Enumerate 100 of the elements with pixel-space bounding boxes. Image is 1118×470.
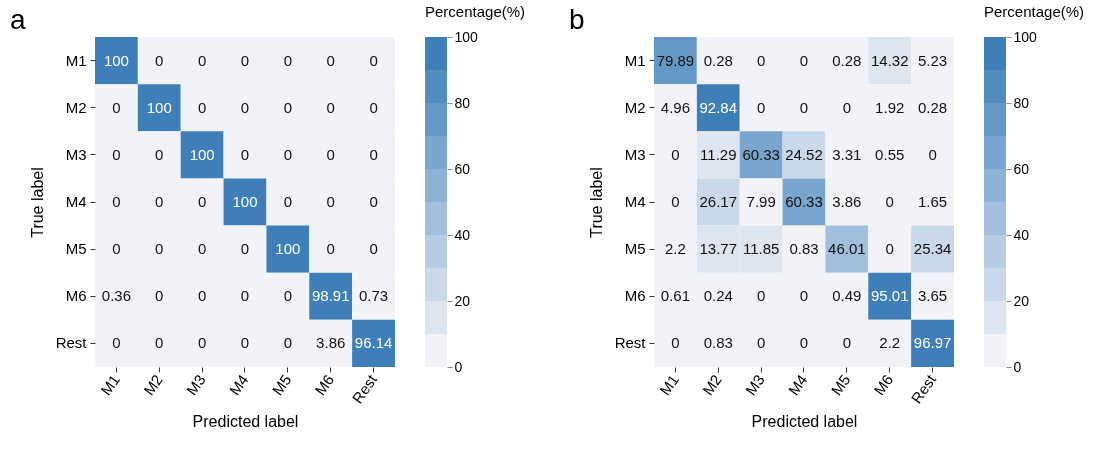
data-label: 0 bbox=[799, 98, 809, 116]
data-label: 0 bbox=[155, 193, 164, 210]
data-label: 11.29 bbox=[700, 145, 737, 163]
data-label: 0.61 bbox=[660, 287, 691, 305]
y-tick-label: M4 bbox=[65, 193, 87, 210]
color-bar-label: 0 bbox=[454, 358, 463, 375]
data-label: 5.23 bbox=[917, 51, 948, 69]
data-label: 0 bbox=[240, 145, 250, 163]
y-tick-label: M2 bbox=[65, 98, 87, 116]
chart-title: b bbox=[569, 4, 585, 35]
data-label: 0.49 bbox=[832, 287, 862, 305]
data-label: 0 bbox=[240, 51, 250, 69]
data-label: 0 bbox=[283, 145, 293, 163]
data-label: 14.32 bbox=[870, 51, 909, 69]
data-label: 0 bbox=[197, 98, 207, 116]
x-tick-label: M4 bbox=[225, 371, 252, 399]
data-label: 0 bbox=[197, 240, 207, 258]
data-label: 7.99 bbox=[746, 193, 776, 210]
y-tick-label: Rest bbox=[614, 334, 647, 352]
data-label: 0 bbox=[326, 98, 335, 116]
x-tick-label: M6 bbox=[311, 371, 338, 399]
x-tick-label: M3 bbox=[741, 371, 768, 399]
data-label: 2.2 bbox=[879, 334, 901, 352]
y-tick-label: M1 bbox=[624, 51, 646, 69]
x-tick-label: M2 bbox=[698, 371, 725, 399]
data-label: 0.73 bbox=[358, 287, 389, 305]
data-label: 0 bbox=[283, 51, 293, 69]
data-label: 0 bbox=[369, 193, 378, 210]
data-label: 0 bbox=[671, 334, 680, 352]
data-label: 11.85 bbox=[742, 240, 780, 258]
data-label: 0.83 bbox=[789, 240, 819, 258]
data-label: 0 bbox=[671, 145, 680, 163]
data-label: 0.28 bbox=[703, 51, 733, 69]
color-bar-label: 100 bbox=[1013, 28, 1038, 45]
data-label: 0 bbox=[326, 193, 335, 210]
data-label: 4.96 bbox=[660, 98, 691, 116]
y-tick-label: Rest bbox=[55, 334, 88, 352]
data-label: 100 bbox=[189, 145, 215, 163]
data-label: 60.33 bbox=[742, 145, 780, 163]
y-axis-title: True label bbox=[587, 167, 605, 238]
data-label: 0 bbox=[756, 287, 766, 305]
data-label: 0 bbox=[155, 287, 164, 305]
y-tick-label: M6 bbox=[624, 287, 646, 305]
data-label: 0 bbox=[197, 334, 207, 352]
data-label: 0 bbox=[326, 145, 335, 163]
color-bar-label: 40 bbox=[454, 226, 471, 243]
data-label: 46.01 bbox=[828, 240, 866, 258]
data-label: 0 bbox=[240, 287, 250, 305]
y-tick-label: M5 bbox=[65, 240, 87, 258]
data-label: 3.65 bbox=[917, 287, 948, 305]
color-bar-label: 80 bbox=[454, 94, 471, 111]
data-label: 100 bbox=[146, 98, 172, 116]
y-tick-label: M6 bbox=[65, 287, 87, 305]
y-tick-label: M4 bbox=[624, 193, 646, 210]
data-label: 92.84 bbox=[699, 98, 738, 116]
data-label: 0 bbox=[283, 98, 293, 116]
data-label: 0 bbox=[928, 145, 937, 163]
data-label: 0 bbox=[885, 193, 894, 210]
data-label: 60.33 bbox=[785, 193, 823, 210]
data-label: 100 bbox=[103, 51, 129, 69]
data-label: 0 bbox=[799, 287, 809, 305]
y-tick-label: M3 bbox=[624, 145, 646, 163]
data-label: 0 bbox=[112, 193, 121, 210]
data-label: 0 bbox=[842, 98, 852, 116]
data-label: 1.65 bbox=[917, 193, 948, 210]
data-label: 3.31 bbox=[832, 145, 862, 163]
data-label: 0.36 bbox=[101, 287, 132, 305]
y-axis-title: True label bbox=[28, 167, 46, 238]
data-label: 0.28 bbox=[917, 98, 948, 116]
data-label: 0 bbox=[842, 334, 852, 352]
data-label: 24.52 bbox=[785, 145, 823, 163]
data-label: 79.89 bbox=[656, 51, 695, 69]
data-label: 100 bbox=[232, 193, 258, 210]
data-label: 0 bbox=[369, 240, 378, 258]
x-tick-label: M3 bbox=[182, 371, 209, 399]
data-label: 0 bbox=[112, 145, 121, 163]
x-tick-label: M6 bbox=[870, 371, 897, 399]
y-tick-label: M1 bbox=[65, 51, 87, 69]
data-label: 3.86 bbox=[316, 334, 346, 352]
data-label: 0.24 bbox=[703, 287, 733, 305]
data-label: 0 bbox=[671, 193, 680, 210]
data-label: 0 bbox=[326, 240, 335, 258]
data-label: 0 bbox=[369, 51, 378, 69]
x-tick-label: M5 bbox=[827, 371, 854, 399]
data-label: 26.17 bbox=[699, 193, 738, 210]
data-label: 1.92 bbox=[875, 98, 905, 116]
data-label: 98.91 bbox=[311, 287, 350, 305]
y-tick-label: M2 bbox=[624, 98, 646, 116]
data-label: 96.14 bbox=[354, 334, 393, 352]
data-label: 0 bbox=[369, 98, 378, 116]
x-tick-label: M4 bbox=[784, 371, 811, 399]
data-label: 0 bbox=[756, 51, 766, 69]
data-label: 2.2 bbox=[665, 240, 686, 258]
data-label: 0 bbox=[112, 334, 121, 352]
data-label: 0.83 bbox=[703, 334, 733, 352]
color-bar-label: 40 bbox=[1013, 226, 1030, 243]
data-label: 95.01 bbox=[870, 287, 909, 305]
data-label: 0 bbox=[197, 287, 207, 305]
data-label: 0 bbox=[112, 98, 121, 116]
data-label: 0.55 bbox=[875, 145, 905, 163]
